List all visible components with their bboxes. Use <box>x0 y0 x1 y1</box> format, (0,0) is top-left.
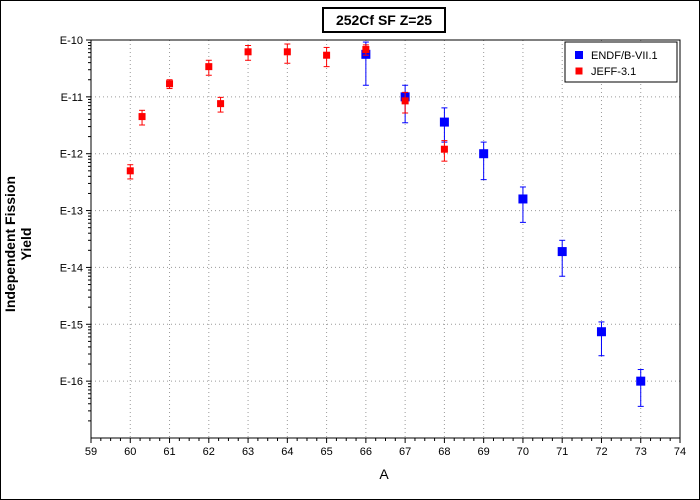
y-tick-label: E-11 <box>61 92 83 104</box>
data-point <box>596 321 606 357</box>
x-tick-label: 65 <box>320 446 332 458</box>
data-marker <box>518 194 528 204</box>
data-marker <box>401 97 409 105</box>
x-tick-label: 59 <box>85 446 97 458</box>
data-marker <box>440 145 448 153</box>
x-tick-label: 67 <box>399 446 411 458</box>
data-marker <box>205 63 213 71</box>
x-tick-label: 68 <box>438 446 450 458</box>
data-point <box>440 140 448 162</box>
chart-title: 252Cf SF Z=25 <box>322 7 446 33</box>
data-point <box>205 59 213 76</box>
legend-box <box>564 41 678 83</box>
plot-area-border <box>90 39 681 439</box>
x-axis-label: A <box>379 466 389 482</box>
legend-label: ENDF/B-VII.1 <box>591 50 658 62</box>
x-tick-label: 69 <box>478 446 490 458</box>
data-marker <box>362 46 370 54</box>
x-ticks: 59 60 61 62 63 64 65 66 67 68 69 70 71 72 73 74 <box>85 438 686 458</box>
x-tick-label: 71 <box>556 446 568 458</box>
data-marker <box>479 149 489 159</box>
legend-marker <box>575 67 583 75</box>
data-marker <box>439 117 449 127</box>
data-point <box>138 109 146 126</box>
y-tick-label: E-13 <box>60 206 83 218</box>
data-point <box>636 369 646 407</box>
data-marker <box>283 48 291 56</box>
data-marker <box>126 167 134 175</box>
data-point <box>518 186 528 223</box>
data-marker <box>323 51 331 59</box>
y-tick-label: E-12 <box>60 149 83 161</box>
data-marker <box>596 327 606 337</box>
x-tick-label: 74 <box>674 446 686 458</box>
data-point <box>479 141 489 181</box>
y-tick-label: E-15 <box>60 319 83 331</box>
y-tick-label: E-10 <box>60 35 83 47</box>
grid-lines <box>91 40 680 438</box>
x-tick-label: 72 <box>595 446 607 458</box>
legend: ENDF/B-VII.1 JEFF-3.1 <box>564 41 678 83</box>
x-tick-label: 61 <box>163 446 175 458</box>
axes <box>90 39 681 439</box>
legend-label: JEFF-3.1 <box>591 66 636 78</box>
data-point <box>401 91 409 114</box>
data-marker <box>217 100 225 108</box>
data-point <box>439 107 449 143</box>
data-marker <box>244 48 252 56</box>
data-marker <box>166 80 174 88</box>
y-tick-label: E-16 <box>60 376 83 388</box>
x-tick-label: 60 <box>124 446 136 458</box>
data-point <box>323 46 331 68</box>
x-tick-label: 64 <box>281 446 293 458</box>
data-marks <box>126 41 646 407</box>
x-tick-label: 66 <box>360 446 372 458</box>
data-point <box>166 79 174 90</box>
x-tick-label: 62 <box>203 446 215 458</box>
data-marker <box>138 113 146 121</box>
data-point <box>362 44 370 56</box>
data-point <box>283 43 291 64</box>
y-tick-label: E-14 <box>60 262 83 274</box>
data-point <box>126 164 134 180</box>
legend-marker <box>575 51 583 59</box>
x-tick-label: 63 <box>242 446 254 458</box>
x-tick-label: 70 <box>517 446 529 458</box>
x-tick-label: 73 <box>635 446 647 458</box>
data-marker <box>636 376 646 386</box>
data-point <box>557 239 567 277</box>
y-ticks: E-10 E-11 E-12 E-13 E-14 E-15 E-16 <box>60 35 91 422</box>
data-point <box>217 96 225 113</box>
data-point <box>244 45 252 61</box>
data-marker <box>557 247 567 257</box>
